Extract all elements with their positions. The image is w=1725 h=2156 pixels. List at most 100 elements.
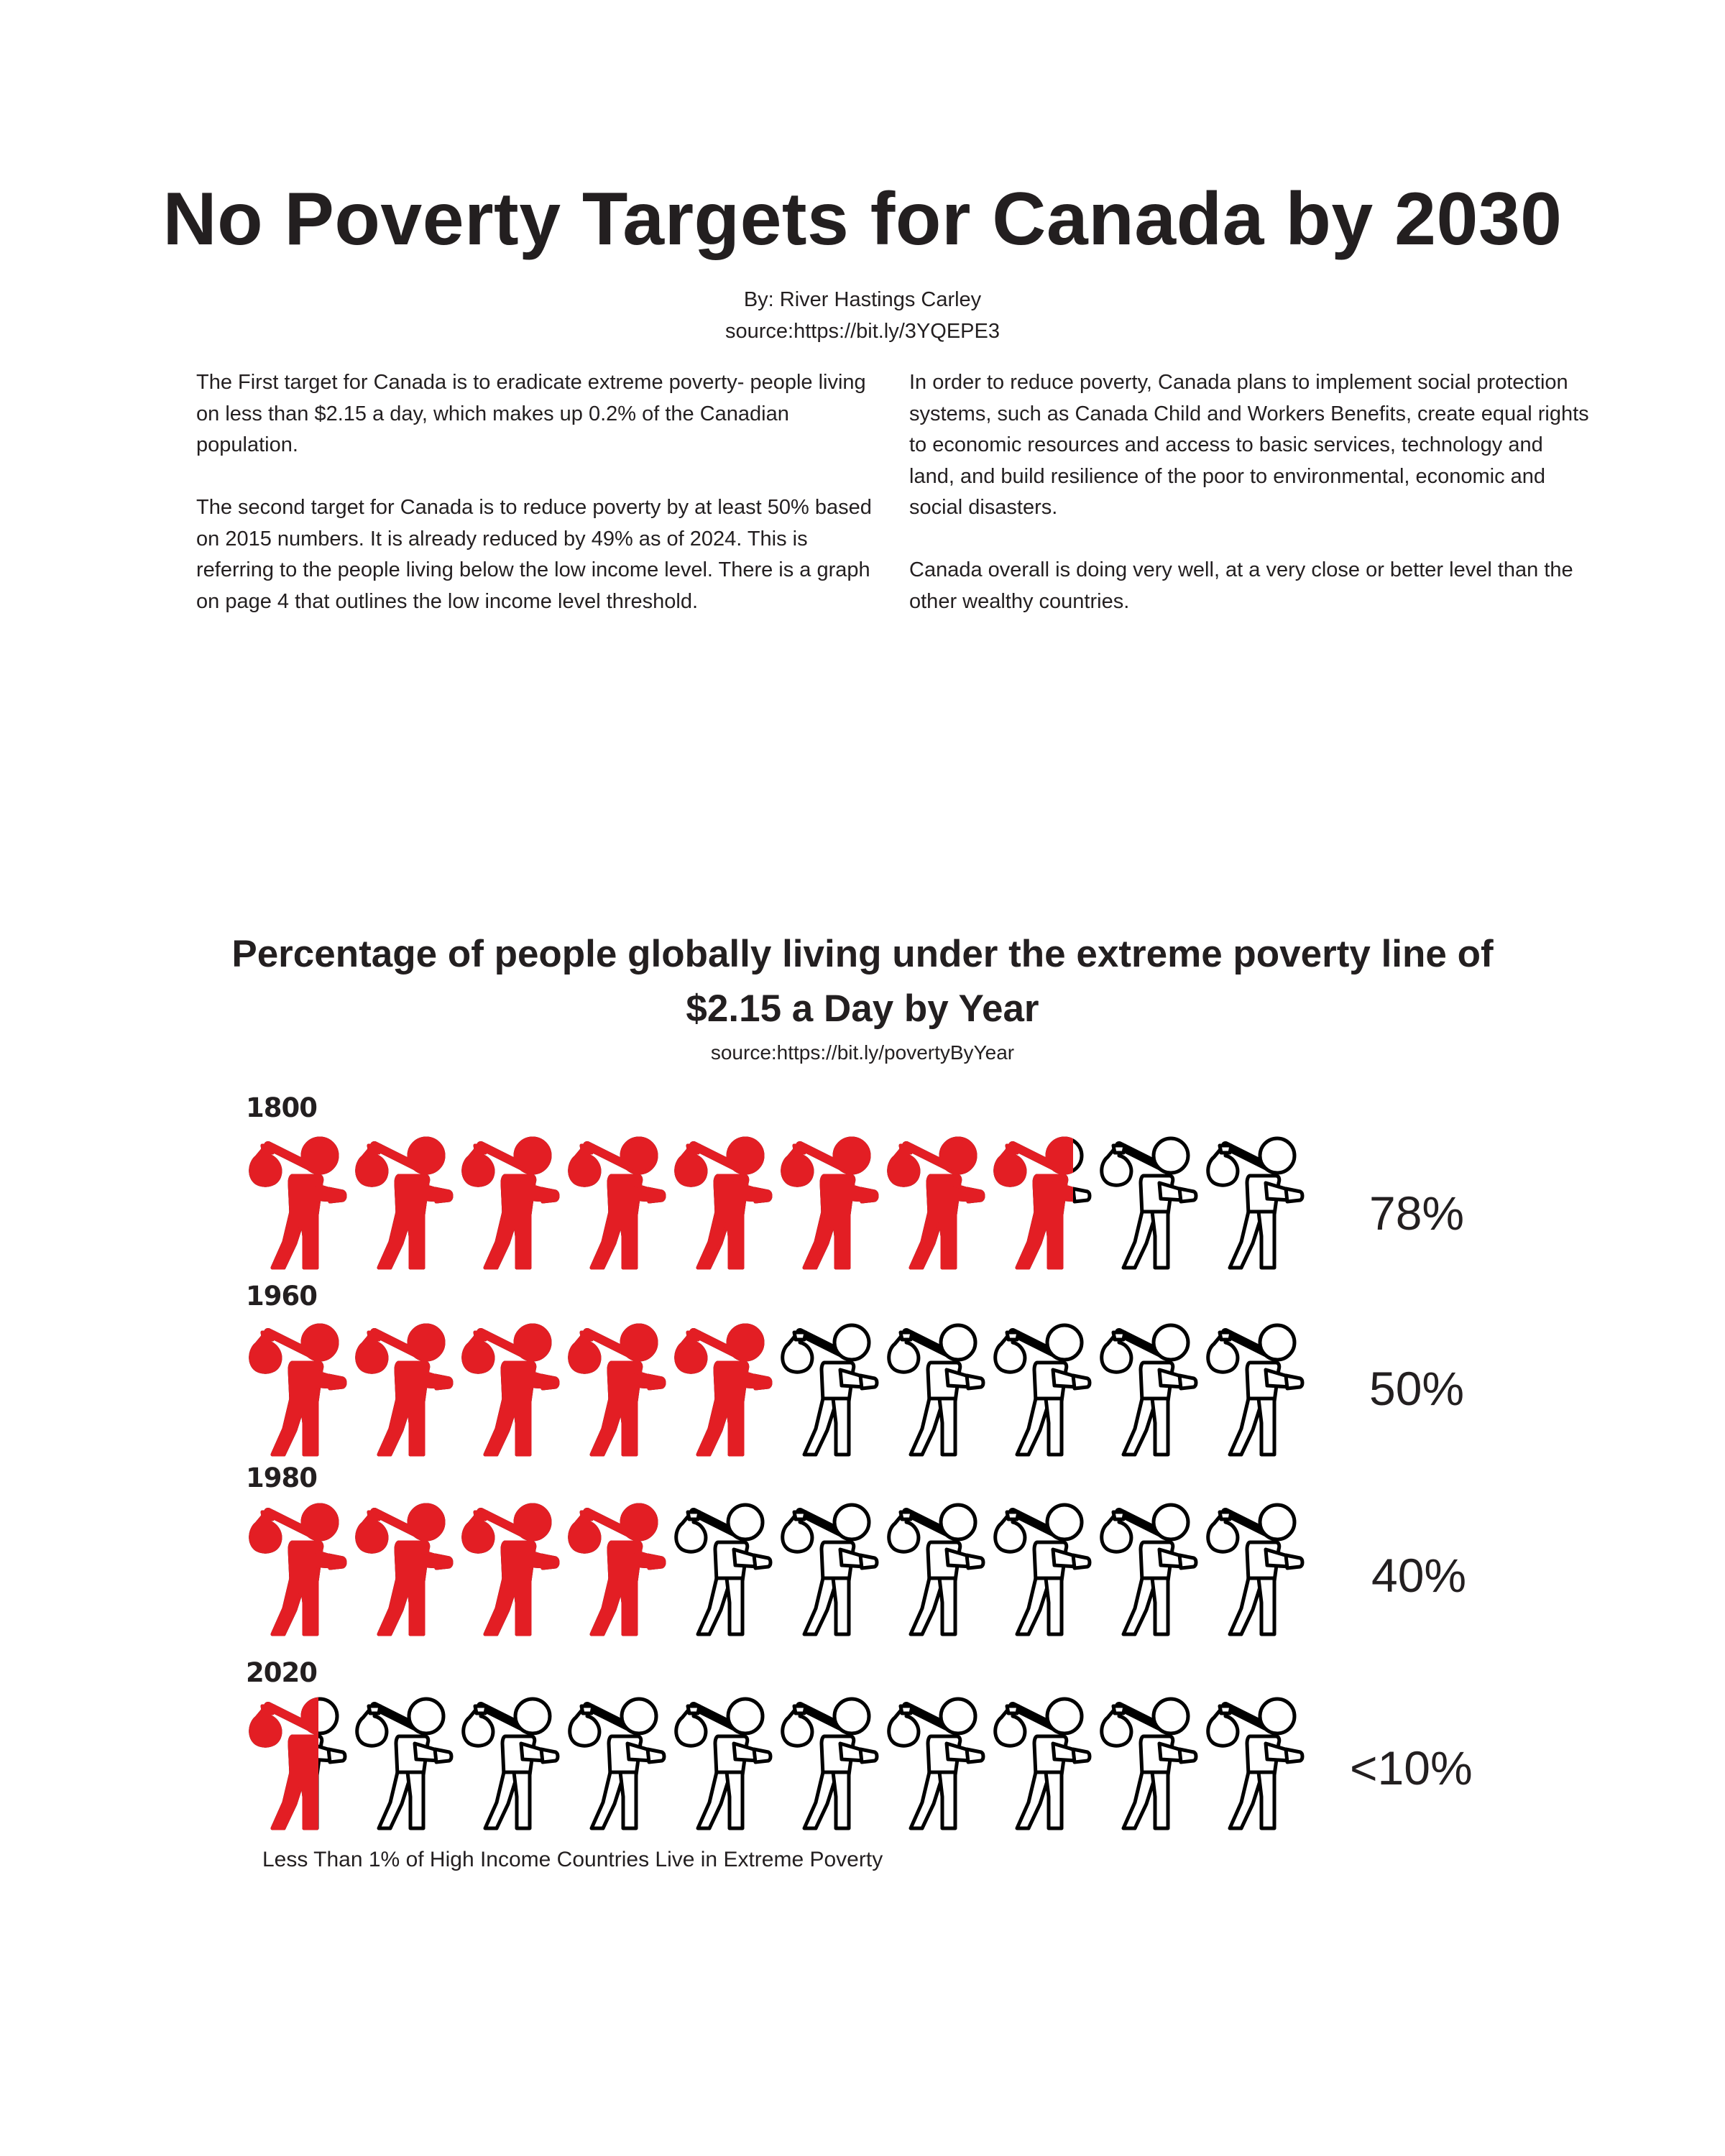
person-carrying-bundle-icon: [1100, 1136, 1198, 1270]
year-label: 2020: [246, 1657, 318, 1688]
person-carrying-bundle-icon: [461, 1503, 560, 1636]
person-carrying-bundle-icon: [1206, 1136, 1305, 1270]
person-icon-filled: [673, 1322, 774, 1459]
person-icon-filled: [248, 1502, 349, 1639]
person-carrying-bundle-icon: [568, 1323, 666, 1457]
person-icon-filled: [248, 1135, 349, 1272]
person-carrying-bundle-icon: [1100, 1503, 1198, 1636]
pictograph-row-1800: [248, 1135, 1312, 1272]
person-carrying-bundle-icon: [355, 1697, 454, 1830]
person-carrying-bundle-icon: [993, 1503, 1092, 1636]
chart-title-line-2: $2.15 a Day by Year: [686, 987, 1039, 1030]
person-carrying-bundle-icon: [355, 1323, 454, 1457]
person-icon-empty: [1205, 1502, 1306, 1639]
person-icon-filled: [354, 1322, 455, 1459]
person-icon-empty: [886, 1322, 987, 1459]
person-icon-empty: [1099, 1135, 1200, 1272]
person-icon-filled: [354, 1135, 455, 1272]
percentage-label: <10%: [1350, 1741, 1473, 1795]
person-carrying-bundle-icon: [355, 1136, 454, 1270]
person-icon-empty: [673, 1502, 774, 1639]
person-icon-empty: [993, 1696, 1093, 1833]
person-icon-empty: [461, 1696, 561, 1833]
paragraph-overall: Canada overall is doing very well, at a …: [909, 558, 1573, 613]
person-carrying-bundle-icon: [249, 1136, 347, 1270]
person-carrying-bundle-icon: [461, 1136, 560, 1270]
person-carrying-bundle-icon: [674, 1503, 773, 1636]
person-carrying-bundle-icon: [993, 1697, 1092, 1830]
person-icon-empty: [886, 1502, 987, 1639]
person-carrying-bundle-icon: [1206, 1697, 1305, 1830]
person-carrying-bundle-icon: [568, 1697, 666, 1830]
percentage-label: 50%: [1369, 1362, 1465, 1415]
person-icon-empty: [354, 1696, 455, 1833]
person-carrying-bundle-icon: [1100, 1323, 1198, 1457]
person-icon-empty: [1099, 1696, 1200, 1833]
person-icon-filled: [993, 1135, 1093, 1272]
person-icon-empty: [780, 1322, 880, 1459]
pictograph-row-2020: [248, 1696, 1312, 1833]
person-icon-empty: [1099, 1502, 1200, 1639]
person-carrying-bundle-icon: [249, 1697, 347, 1830]
chart-footnote: Less Than 1% of High Income Countries Li…: [262, 1848, 883, 1871]
person-icon-filled: [673, 1135, 774, 1272]
person-icon-empty: [886, 1696, 987, 1833]
person-icon-filled: [886, 1135, 987, 1272]
person-icon-filled: [567, 1502, 668, 1639]
percentage-label: 78%: [1369, 1187, 1465, 1240]
person-icon-filled: [567, 1322, 668, 1459]
percentage-label: 40%: [1371, 1549, 1467, 1602]
person-carrying-bundle-icon: [887, 1323, 985, 1457]
person-icon-empty: [1205, 1696, 1306, 1833]
person-carrying-bundle-icon: [781, 1323, 879, 1457]
person-carrying-bundle-icon: [1206, 1323, 1305, 1457]
person-carrying-bundle-icon: [887, 1503, 985, 1636]
person-carrying-bundle-icon: [1100, 1697, 1198, 1830]
person-carrying-bundle-icon: [674, 1697, 773, 1830]
year-label: 1800: [246, 1092, 318, 1123]
person-carrying-bundle-icon: [249, 1323, 347, 1457]
person-icon-empty: [993, 1322, 1093, 1459]
person-carrying-bundle-icon: [781, 1697, 879, 1830]
person-icon-empty: [1205, 1322, 1306, 1459]
person-carrying-bundle-icon: [781, 1136, 879, 1270]
person-carrying-bundle-icon: [1206, 1503, 1305, 1636]
person-icon-empty: [780, 1502, 880, 1639]
person-icon-filled: [248, 1322, 349, 1459]
person-icon-filled: [354, 1502, 455, 1639]
person-icon-filled: [780, 1135, 880, 1272]
page-title: No Poverty Targets for Canada by 2030: [162, 178, 1563, 261]
byline: By: River Hastings Carley: [743, 288, 982, 311]
year-label: 1980: [246, 1462, 318, 1493]
person-icon-filled: [461, 1135, 561, 1272]
chart-source-citation: source:https://bit.ly/povertyByYear: [710, 1041, 1015, 1064]
person-icon-empty: [673, 1696, 774, 1833]
person-icon-empty: [780, 1696, 880, 1833]
person-carrying-bundle-icon: [781, 1503, 879, 1636]
pictograph-row-1960: [248, 1322, 1312, 1459]
person-carrying-bundle-icon: [887, 1697, 985, 1830]
person-carrying-bundle-icon: [249, 1503, 347, 1636]
paragraph-plans: In order to reduce poverty, Canada plans…: [909, 371, 1589, 519]
source-citation: source:https://bit.ly/3YQEPE3: [724, 320, 1000, 343]
person-carrying-bundle-icon: [355, 1503, 454, 1636]
person-carrying-bundle-icon: [461, 1323, 560, 1457]
paragraph-second-target: The second target for Canada is to reduc…: [196, 496, 872, 613]
person-icon-empty: [1099, 1322, 1200, 1459]
year-label: 1960: [246, 1281, 318, 1312]
person-carrying-bundle-icon: [674, 1323, 773, 1457]
person-icon-filled: [461, 1322, 561, 1459]
person-icon-empty: [567, 1696, 668, 1833]
person-carrying-bundle-icon: [568, 1136, 666, 1270]
person-carrying-bundle-icon: [887, 1136, 985, 1270]
person-icon-empty: [993, 1502, 1093, 1639]
person-carrying-bundle-icon: [568, 1503, 666, 1636]
paragraph-first-target: The First target for Canada is to eradic…: [196, 371, 866, 456]
person-carrying-bundle-icon: [993, 1136, 1092, 1270]
chart-title-line-1: Percentage of people globally living und…: [231, 933, 1494, 975]
pictograph-row-1980: [248, 1502, 1312, 1639]
person-icon-empty: [1205, 1135, 1306, 1272]
person-carrying-bundle-icon: [674, 1136, 773, 1270]
person-icon-filled: [567, 1135, 668, 1272]
text-column-right: In order to reduce poverty, Canada plans…: [909, 367, 1592, 649]
